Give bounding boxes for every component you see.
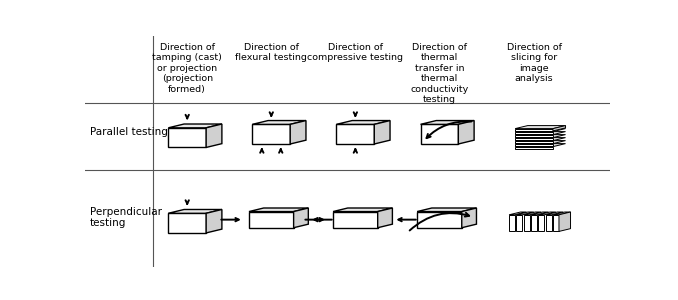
Polygon shape <box>417 208 477 211</box>
Polygon shape <box>168 209 222 213</box>
Polygon shape <box>546 215 552 231</box>
Polygon shape <box>531 212 549 215</box>
Text: Direction of
thermal
transfer in
thermal
conductivity
testing: Direction of thermal transfer in thermal… <box>410 43 468 104</box>
Polygon shape <box>168 124 222 128</box>
Polygon shape <box>538 212 556 215</box>
Polygon shape <box>336 124 374 144</box>
Text: Direction of
compressive testing: Direction of compressive testing <box>307 43 403 62</box>
Text: Direction of
tamping (cast)
or projection
(projection
formed): Direction of tamping (cast) or projectio… <box>153 43 222 94</box>
Polygon shape <box>333 208 393 211</box>
Polygon shape <box>168 213 206 233</box>
Polygon shape <box>515 144 553 146</box>
Polygon shape <box>531 215 537 231</box>
Polygon shape <box>252 124 290 144</box>
Text: Parallel testing: Parallel testing <box>90 127 168 137</box>
Polygon shape <box>517 212 534 215</box>
Polygon shape <box>420 121 474 124</box>
Polygon shape <box>515 147 553 149</box>
Polygon shape <box>509 215 515 231</box>
Polygon shape <box>290 121 306 144</box>
Polygon shape <box>515 141 553 143</box>
Polygon shape <box>333 212 378 228</box>
Polygon shape <box>515 129 565 132</box>
Polygon shape <box>553 126 565 131</box>
Polygon shape <box>553 212 570 215</box>
Polygon shape <box>336 121 390 124</box>
Polygon shape <box>294 208 308 228</box>
Polygon shape <box>206 124 222 148</box>
Polygon shape <box>249 212 294 228</box>
Polygon shape <box>252 121 306 124</box>
Polygon shape <box>249 208 308 211</box>
Polygon shape <box>515 141 565 144</box>
Polygon shape <box>515 138 553 140</box>
Polygon shape <box>378 208 393 228</box>
Polygon shape <box>517 215 522 231</box>
Polygon shape <box>515 138 565 141</box>
Polygon shape <box>515 129 553 131</box>
Text: Direction of
slicing for
image
analysis: Direction of slicing for image analysis <box>506 43 561 83</box>
Polygon shape <box>206 209 222 233</box>
Polygon shape <box>168 128 206 148</box>
Polygon shape <box>515 135 565 138</box>
Polygon shape <box>462 208 477 228</box>
Polygon shape <box>515 132 565 135</box>
Polygon shape <box>546 212 563 215</box>
Polygon shape <box>515 126 565 129</box>
Polygon shape <box>524 212 541 215</box>
Polygon shape <box>374 121 390 144</box>
Polygon shape <box>420 124 458 144</box>
Polygon shape <box>515 132 553 134</box>
Polygon shape <box>509 212 526 215</box>
Polygon shape <box>559 212 570 231</box>
Polygon shape <box>515 144 565 147</box>
Polygon shape <box>458 121 474 144</box>
Polygon shape <box>417 212 462 228</box>
Polygon shape <box>515 135 553 137</box>
Text: Direction of
flexural testing: Direction of flexural testing <box>235 43 307 62</box>
Text: Perpendicular
testing: Perpendicular testing <box>90 206 162 228</box>
Polygon shape <box>524 215 530 231</box>
Polygon shape <box>553 215 559 231</box>
Polygon shape <box>538 215 544 231</box>
